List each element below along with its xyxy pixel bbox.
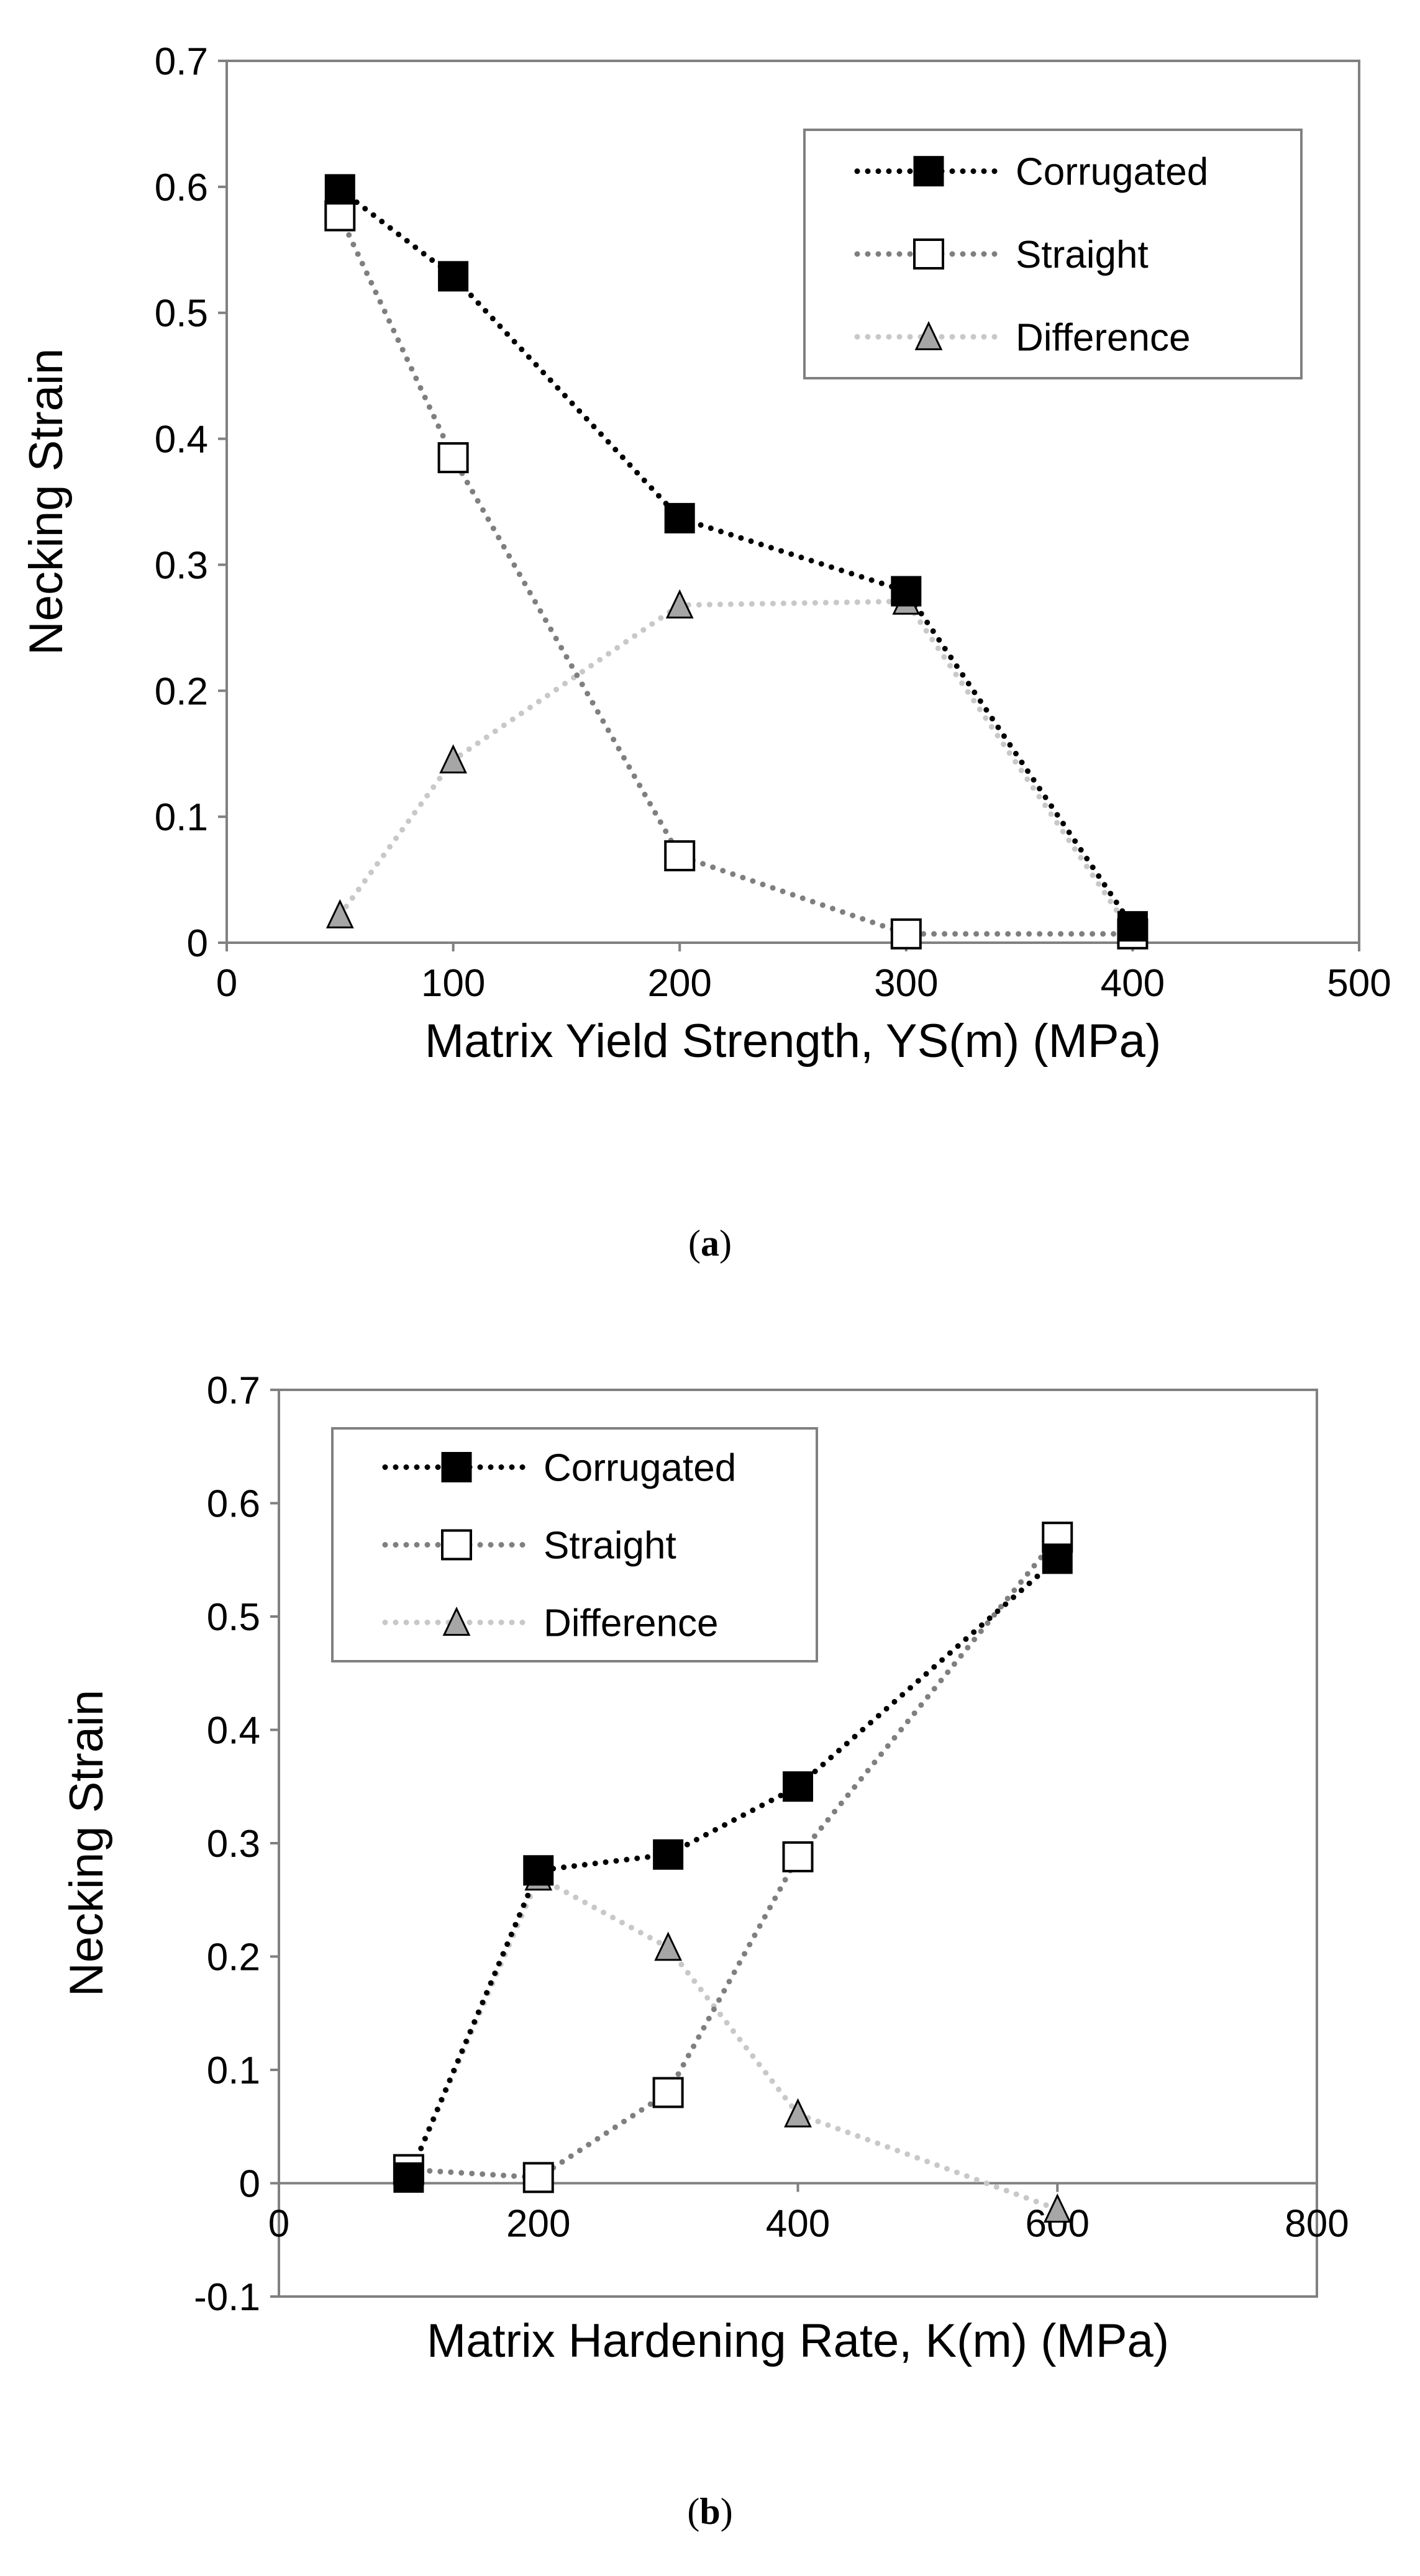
chart-a-y-tick-label: 0.3 <box>155 544 208 587</box>
chart-b-x-tick-label: 0 <box>268 2203 289 2246</box>
caption-b: (b) <box>687 2491 733 2532</box>
chart-a-y-tick-label: 0.1 <box>155 796 208 839</box>
chart-a-x-tick-label: 0 <box>216 962 237 1005</box>
chart-a-legend-label-difference: Difference <box>1016 316 1190 359</box>
chart-a-point-corrugated <box>891 576 922 607</box>
chart-a-legend-label-corrugated: Corrugated <box>1016 151 1208 194</box>
chart-a-x-tick-label: 500 <box>1327 962 1391 1005</box>
chart-a-y-tick-label: 0 <box>187 922 208 965</box>
chart-b-point-corrugated <box>783 1771 813 1802</box>
chart-a-y-tick-label: 0.2 <box>155 670 208 713</box>
chart-a-legend: Corrugated Straight Difference <box>803 129 1303 379</box>
caption-a: (a) <box>688 1223 732 1264</box>
chart-b-point-straight <box>652 2077 684 2108</box>
chart-b-legend: Corrugated Straight Difference <box>331 1427 818 1662</box>
chart-a-legend-marker-corrugated <box>913 156 944 187</box>
chart-a-point-straight <box>664 840 696 872</box>
chart-a-x-tick-label: 300 <box>874 962 938 1005</box>
chart-a-point-straight <box>324 200 356 232</box>
chart-b-legend-box <box>331 1427 818 1662</box>
chart-a-point-corrugated <box>324 174 355 205</box>
chart-a-x-tick-label: 100 <box>421 962 485 1005</box>
chart-a-x-axis-title: Matrix Yield Strength, YS(m) (MPa) <box>425 1015 1161 1068</box>
chart-a-y-tick-label: 0.7 <box>155 40 208 83</box>
chart-b-point-corrugated <box>523 1855 554 1886</box>
chart-a-point-corrugated <box>1117 911 1148 942</box>
chart-b-point-corrugated <box>393 2162 424 2193</box>
chart-b-y-tick-label: 0.4 <box>207 1710 260 1753</box>
chart-a-x-tick-label: 200 <box>647 962 711 1005</box>
chart-b-point-difference <box>654 1931 683 1961</box>
chart-b-y-tick-label: -0.1 <box>194 2276 260 2319</box>
chart-a-point-difference <box>665 589 694 619</box>
chart-b-y-tick-label: 0.6 <box>207 1483 260 1526</box>
chart-b-point-straight <box>782 1841 814 1872</box>
chart-b: -0.100.10.20.30.40.50.60.70 200 400 600 800M… <box>60 1369 1349 2367</box>
chart-b-legend-label-corrugated: Corrugated <box>544 1447 736 1490</box>
chart-a-legend-label-straight: Straight <box>1016 234 1149 276</box>
chart-a-x-tick-label: 400 <box>1101 962 1165 1005</box>
chart-b-x-tick-label: 400 <box>766 2203 830 2246</box>
chart-a-y-tick-label: 0.6 <box>155 166 208 209</box>
chart-b-x-tick-label: 800 <box>1285 2203 1349 2246</box>
caption-a-letter: a <box>701 1223 719 1264</box>
chart-a-y-tick-label: 0.4 <box>155 419 208 461</box>
chart-b-series-line-difference <box>406 1873 1060 2212</box>
chart-a-point-straight <box>437 442 469 473</box>
chart-b-y-tick-label: 0.7 <box>207 1369 260 1412</box>
chart-a-legend-marker-straight <box>913 238 944 270</box>
chart-b-y-tick-label: 0.2 <box>207 1936 260 1979</box>
chart-a-point-corrugated <box>664 502 695 533</box>
chart-a-point-difference <box>439 744 467 774</box>
chart-a-point-straight <box>890 918 922 950</box>
caption-b-letter: b <box>699 2491 721 2532</box>
chart-b-point-difference <box>784 2098 812 2128</box>
chart-b-y-tick-label: 0.3 <box>207 1823 260 1866</box>
chart-b-point-corrugated <box>1042 1543 1073 1574</box>
chart-a-point-corrugated <box>438 261 469 292</box>
chart-b-x-axis-title: Matrix Hardening Rate, K(m) (MPa) <box>427 2315 1169 2367</box>
chart-a-series-line-straight <box>337 213 1136 937</box>
chart-b-legend-label-difference: Difference <box>544 1602 718 1645</box>
chart-b-y-tick-label: 0.1 <box>207 2049 260 2092</box>
chart-a-point-difference <box>325 899 354 928</box>
chart-b-x-tick-label: 200 <box>506 2203 570 2246</box>
chart-a-legend-marker-difference <box>914 320 943 350</box>
chart-b-y-tick-label: 0.5 <box>207 1596 260 1639</box>
chart-b-point-straight <box>522 2162 554 2193</box>
chart-b-legend-label-straight: Straight <box>544 1525 676 1567</box>
chart-b-y-tick-label: 0 <box>239 2163 260 2206</box>
chart-b-y-axis-title: Necking Strain <box>60 1690 113 1997</box>
chart-a: 0 0.1 0.2 0.3 0.4 0.5 0.6 0.7 0 100 200 300 400 500 Ma… <box>20 40 1391 1068</box>
chart-a-y-tick-label: 0.5 <box>155 293 208 335</box>
chart-b-legend-marker-straight <box>441 1529 472 1561</box>
chart-b-point-difference <box>1043 2193 1072 2223</box>
chart-a-y-axis-title: Necking Strain <box>20 348 73 655</box>
chart-b-legend-marker-difference <box>442 1607 471 1636</box>
chart-b-legend-marker-corrugated <box>441 1452 472 1482</box>
chart-b-point-corrugated <box>653 1839 684 1870</box>
